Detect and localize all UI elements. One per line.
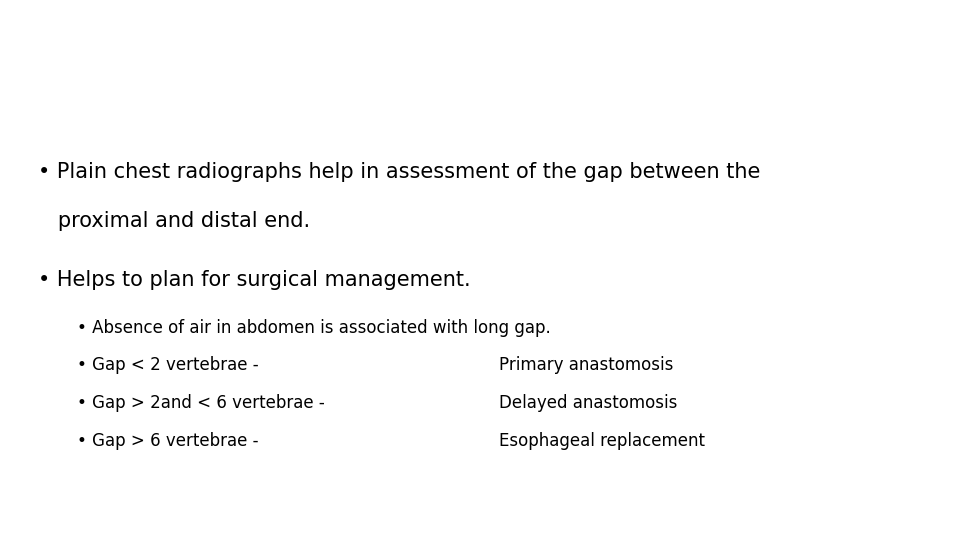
Text: • Gap < 2 vertebrae -: • Gap < 2 vertebrae -	[77, 356, 258, 374]
Text: • Gap > 2and < 6 vertebrae -: • Gap > 2and < 6 vertebrae -	[77, 394, 324, 412]
Text: Esophageal replacement: Esophageal replacement	[499, 432, 706, 450]
Text: • Plain chest radiographs help in assessment of the gap between the: • Plain chest radiographs help in assess…	[38, 162, 760, 182]
Text: proximal and distal end.: proximal and distal end.	[38, 211, 310, 231]
Text: • Gap > 6 vertebrae -: • Gap > 6 vertebrae -	[77, 432, 258, 450]
Text: Delayed anastomosis: Delayed anastomosis	[499, 394, 678, 412]
Text: Primary anastomosis: Primary anastomosis	[499, 356, 674, 374]
Text: • Absence of air in abdomen is associated with long gap.: • Absence of air in abdomen is associate…	[77, 319, 550, 336]
Text: • Helps to plan for surgical management.: • Helps to plan for surgical management.	[38, 270, 471, 290]
